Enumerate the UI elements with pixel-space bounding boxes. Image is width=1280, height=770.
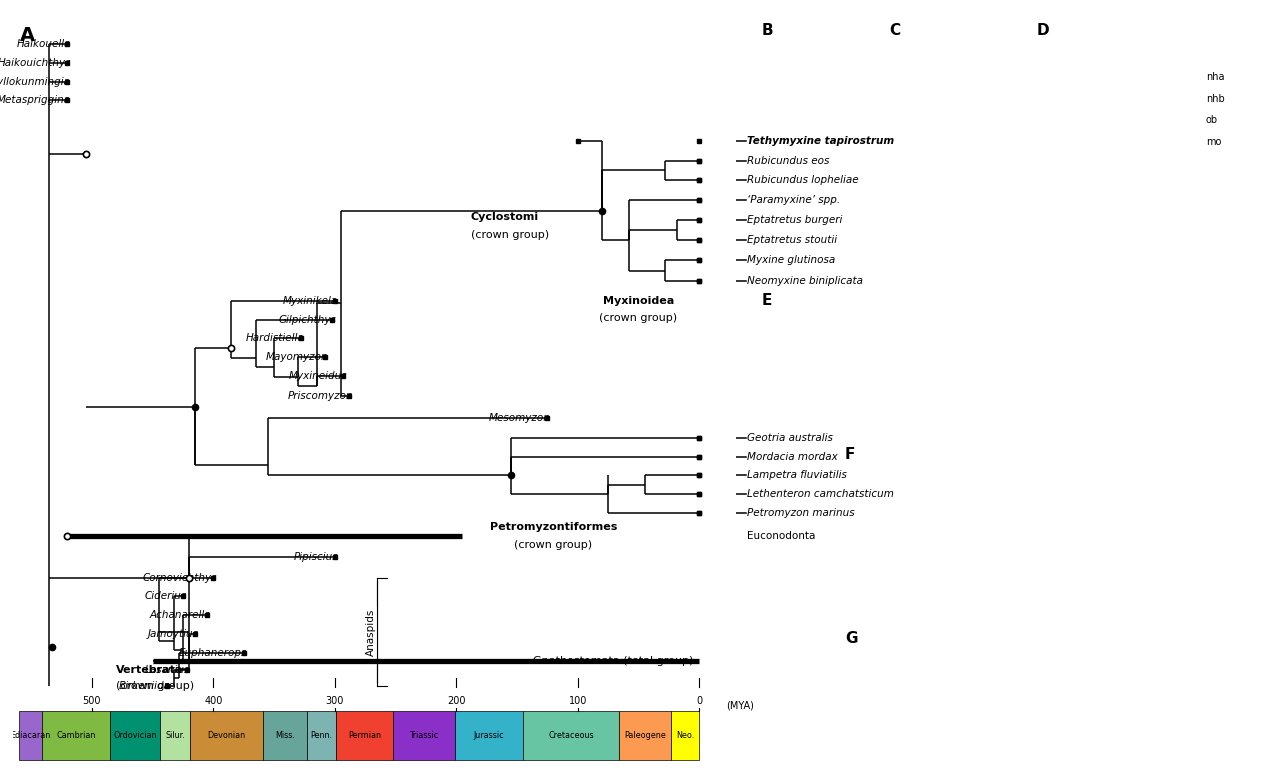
FancyBboxPatch shape (19, 711, 42, 759)
Text: Ordovician: Ordovician (113, 731, 156, 740)
Text: Myxinoidea: Myxinoidea (603, 296, 675, 306)
Text: 100: 100 (568, 696, 588, 706)
Text: Rubicundus lopheliae: Rubicundus lopheliae (748, 175, 859, 185)
Text: Mesomyzon: Mesomyzon (489, 413, 550, 423)
Text: Silur.: Silur. (165, 731, 184, 740)
Text: 300: 300 (325, 696, 344, 706)
Text: Cornovichthys: Cornovichthys (142, 573, 216, 583)
Text: mo: mo (1206, 137, 1221, 146)
Text: Penn.: Penn. (310, 731, 333, 740)
Text: Jurassic: Jurassic (474, 731, 504, 740)
Text: Paleogene: Paleogene (625, 731, 666, 740)
Text: ob: ob (1206, 116, 1217, 125)
Text: Myxinikela: Myxinikela (283, 296, 338, 306)
Text: G: G (845, 631, 858, 646)
Text: Myxineidus: Myxineidus (288, 371, 347, 381)
Text: Permian: Permian (348, 731, 381, 740)
Text: F: F (845, 447, 855, 461)
FancyBboxPatch shape (42, 711, 110, 759)
FancyBboxPatch shape (264, 711, 307, 759)
Text: Eptatretus stoutii: Eptatretus stoutii (748, 236, 837, 246)
FancyBboxPatch shape (454, 711, 524, 759)
Text: E: E (762, 293, 772, 307)
Text: Euphanerops: Euphanerops (179, 648, 247, 658)
Text: Myllokunmingia: Myllokunmingia (0, 77, 72, 87)
Text: 0: 0 (696, 696, 703, 706)
Text: 500: 500 (82, 696, 101, 706)
Text: Eptatretus burgeri: Eptatretus burgeri (748, 215, 842, 225)
Text: Haikouella: Haikouella (17, 39, 72, 49)
Text: Neomyxine biniplicata: Neomyxine biniplicata (748, 276, 863, 286)
Text: Gnathostomata (total group): Gnathostomata (total group) (532, 656, 694, 666)
Text: Triassic: Triassic (410, 731, 439, 740)
FancyBboxPatch shape (620, 711, 671, 759)
Text: (MYA): (MYA) (726, 701, 754, 710)
Text: (crown group): (crown group) (116, 681, 195, 691)
FancyBboxPatch shape (671, 711, 699, 759)
Text: C: C (890, 23, 901, 38)
Text: Pipiscius: Pipiscius (294, 553, 338, 562)
Text: A: A (20, 25, 35, 45)
Text: Metaspriggina: Metaspriggina (0, 95, 72, 105)
Text: Ediacaran: Ediacaran (10, 731, 50, 740)
Text: Miss.: Miss. (275, 731, 294, 740)
Text: Mordacia mordax: Mordacia mordax (748, 451, 838, 461)
Text: Hardistiella: Hardistiella (246, 333, 305, 343)
Text: 200: 200 (447, 696, 466, 706)
Text: (crown group): (crown group) (599, 313, 677, 323)
Text: Rubicundus eos: Rubicundus eos (748, 156, 829, 166)
FancyBboxPatch shape (524, 711, 620, 759)
Text: Neo.: Neo. (676, 731, 694, 740)
Text: Mayomyzon: Mayomyzon (266, 352, 329, 362)
Text: Haikouichthys: Haikouichthys (0, 58, 72, 68)
FancyBboxPatch shape (160, 711, 191, 759)
FancyBboxPatch shape (191, 711, 264, 759)
FancyBboxPatch shape (335, 711, 393, 759)
Text: Tethymyxine tapirostrum: Tethymyxine tapirostrum (748, 136, 895, 146)
Text: nhb: nhb (1206, 94, 1225, 103)
Text: Petromyzon marinus: Petromyzon marinus (748, 507, 855, 517)
Text: nha: nha (1206, 72, 1224, 82)
Text: Vertebrata: Vertebrata (116, 665, 183, 675)
Text: Lasanius: Lasanius (145, 665, 191, 675)
Text: Euconodonta: Euconodonta (748, 531, 815, 541)
Text: Ciderius: Ciderius (145, 591, 187, 601)
Text: Devonian: Devonian (207, 731, 246, 740)
Text: Gilpichthys: Gilpichthys (278, 315, 335, 325)
Text: ‘Paramyxine’ spp.: ‘Paramyxine’ spp. (748, 195, 841, 205)
Text: Priscomyzon: Priscomyzon (287, 391, 353, 401)
Text: Cyclostomi: Cyclostomi (471, 213, 539, 223)
Text: Achanarella: Achanarella (150, 610, 211, 620)
Text: 400: 400 (204, 696, 223, 706)
Text: D: D (1037, 23, 1050, 38)
Text: Anaspids: Anaspids (366, 608, 376, 655)
Text: Geotria australis: Geotria australis (748, 433, 833, 443)
Text: (crown group): (crown group) (471, 229, 549, 239)
Text: Cambrian: Cambrian (56, 731, 96, 740)
Text: Cretaceous: Cretaceous (548, 731, 594, 740)
FancyBboxPatch shape (110, 711, 160, 759)
FancyBboxPatch shape (307, 711, 335, 759)
Text: Myxine glutinosa: Myxine glutinosa (748, 256, 836, 266)
Text: Birkeniida: Birkeniida (119, 681, 170, 691)
Text: (crown group): (crown group) (515, 540, 593, 550)
Text: B: B (762, 23, 773, 38)
Text: Lampetra fluviatilis: Lampetra fluviatilis (748, 470, 847, 480)
FancyBboxPatch shape (393, 711, 454, 759)
Text: Lethenteron camchatsticum: Lethenteron camchatsticum (748, 489, 895, 499)
Text: Petromyzontiformes: Petromyzontiformes (490, 522, 617, 532)
Text: Jamoytius: Jamoytius (147, 629, 198, 639)
